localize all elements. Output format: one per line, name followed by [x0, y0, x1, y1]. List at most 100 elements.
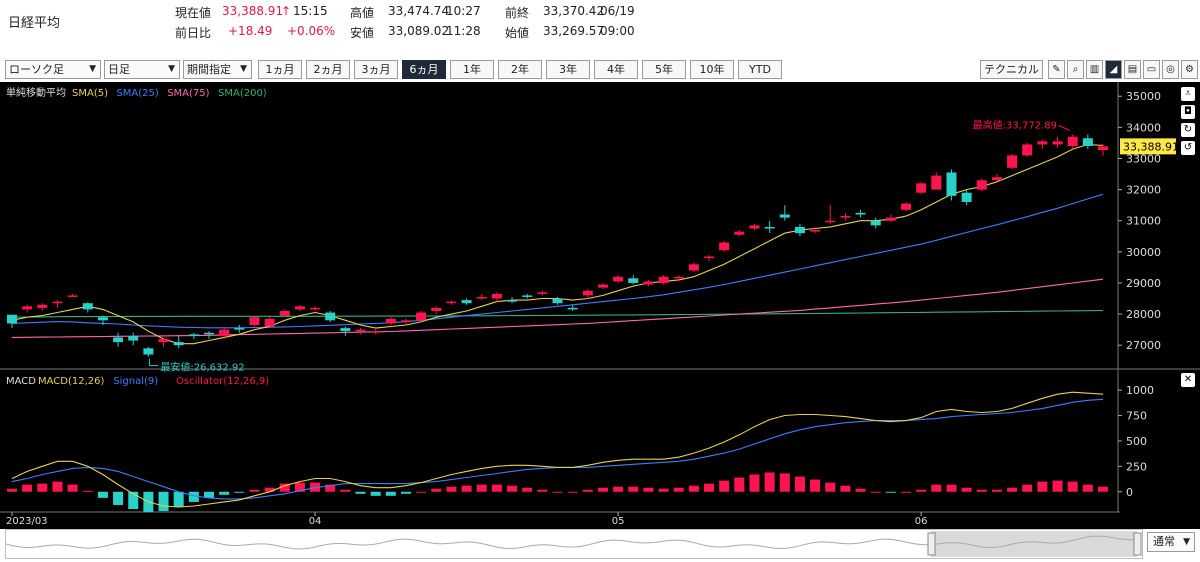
period-3y-button[interactable]: 3年: [546, 60, 590, 79]
oscillator-bar: [779, 473, 790, 492]
chart-type-select[interactable]: ローソク足 ▼: [5, 60, 101, 79]
scale-mode-select[interactable]: 通常 ▼: [1147, 532, 1195, 552]
oscillator-bar: [22, 484, 33, 492]
candle-body: [764, 226, 775, 229]
candle-body: [885, 217, 896, 221]
candle-body: [203, 332, 214, 335]
technical-button[interactable]: テクニカル: [980, 60, 1043, 79]
candle-body: [52, 301, 63, 304]
zoom-icon[interactable]: ⌕: [1067, 60, 1084, 79]
period-ytd-button[interactable]: YTD: [738, 60, 782, 79]
volume-icon[interactable]: ▥: [1086, 60, 1103, 79]
macd-tick-label: 1000: [1126, 384, 1154, 397]
price-tick-label: 34000: [1126, 121, 1161, 134]
candle-body: [1022, 144, 1033, 156]
period-4y-button[interactable]: 4年: [594, 60, 638, 79]
max-price-arrow: [1058, 124, 1070, 131]
redo-icon[interactable]: ↻: [1181, 123, 1195, 137]
candle-body: [370, 331, 381, 333]
print-icon[interactable]: ▤: [1124, 60, 1141, 79]
min-price-label: 最安値:26,632.92: [160, 361, 244, 374]
candle-body: [249, 317, 260, 325]
chart-type-icon[interactable]: ◢: [1105, 60, 1122, 79]
candle-body: [507, 300, 518, 302]
range-select-value: 期間指定: [187, 63, 231, 76]
range-navigator[interactable]: [5, 529, 1143, 559]
macd-legend-entry: Oscillator(12,26,9): [176, 376, 269, 387]
max-price-label: 最高値:33,772.89: [973, 118, 1057, 131]
period-3m-button[interactable]: 3ヵ月: [354, 60, 398, 79]
oscillator-bar: [249, 489, 260, 492]
period-6m-button[interactable]: 6ヵ月: [402, 60, 446, 79]
oscillator-bar: [113, 491, 124, 505]
candle-body: [446, 301, 457, 304]
folder-icon[interactable]: ▭: [1143, 60, 1160, 79]
interval-select[interactable]: 日足 ▼: [104, 60, 180, 79]
oscillator-bar: [719, 480, 730, 492]
macd-tick-label: 500: [1126, 435, 1147, 448]
signal-line: [11, 398, 1104, 500]
pencil-icon[interactable]: ✎: [1048, 60, 1065, 79]
change-percent: +0.06%: [287, 24, 336, 38]
period-2y-button[interactable]: 2年: [498, 60, 542, 79]
sma25-line: [11, 193, 1104, 329]
low-value: 33,089.02: [388, 24, 450, 38]
oscillator-bar: [67, 484, 78, 492]
interval-value: 日足: [108, 63, 130, 76]
period-5y-button[interactable]: 5年: [642, 60, 686, 79]
macd-legend-entry: Signal(9): [113, 376, 158, 387]
oscillator-bar: [597, 487, 608, 492]
oscillator-bar: [416, 491, 427, 493]
settings-icon[interactable]: ⚙: [1181, 60, 1198, 79]
candle-body: [597, 284, 608, 288]
period-2m-button[interactable]: 2ヵ月: [306, 60, 350, 79]
oscillator-bar: [901, 491, 912, 493]
candle-body: [461, 300, 472, 304]
oscillator-bar: [931, 484, 942, 492]
camera-icon[interactable]: ◘: [1181, 105, 1195, 119]
price-tick-label: 28000: [1126, 308, 1161, 321]
collapse-icon[interactable]: ⩡: [1181, 87, 1195, 101]
candle-body: [673, 276, 684, 279]
candle-body: [1067, 136, 1078, 147]
candle-body: [582, 290, 593, 296]
undo-icon[interactable]: ↺: [1181, 141, 1195, 155]
legend-entry: SMA(25): [116, 88, 158, 99]
macd-tick-label: 750: [1126, 410, 1147, 423]
candle-body: [431, 307, 442, 311]
candle-body: [961, 192, 972, 203]
oscillator-bar: [355, 491, 366, 494]
period-1y-button[interactable]: 1年: [450, 60, 494, 79]
close-macd-icon[interactable]: ✕: [1181, 373, 1195, 387]
oscillator-bar: [1037, 481, 1048, 492]
candle-body: [385, 318, 396, 324]
period-10y-button[interactable]: 10年: [690, 60, 734, 79]
globe-icon[interactable]: ◎: [1162, 60, 1179, 79]
oscillator-bar: [976, 489, 987, 492]
candle-body: [704, 256, 715, 259]
candle-body: [1007, 155, 1018, 168]
oscillator-bar: [446, 486, 457, 492]
navigator-line: [5, 535, 1134, 550]
candle-body: [143, 348, 154, 355]
oscillator-bar: [946, 484, 957, 492]
current-value: 33,388.91: [222, 4, 284, 18]
oscillator-bar: [673, 487, 684, 492]
candle-body: [7, 314, 17, 324]
candle-body: [355, 329, 366, 332]
chart-area[interactable]: 27000 28000 29000 30000 31000 32000 33000 34000…: [0, 82, 1200, 529]
oscillator-bar: [1052, 480, 1063, 492]
period-1m-button[interactable]: 1ヵ月: [258, 60, 302, 79]
range-select[interactable]: 期間指定 ▼: [183, 60, 252, 79]
oscillator-bar: [643, 487, 654, 492]
oscillator-bar: [325, 484, 336, 492]
oscillator-bar: [461, 485, 472, 492]
candle-body: [779, 214, 790, 218]
oscillator-bar: [340, 489, 351, 492]
candle-body: [416, 312, 427, 321]
oscillator-bar: [613, 486, 624, 492]
high-label: 高値: [350, 6, 375, 20]
candle-body: [552, 298, 563, 304]
price-chart[interactable]: 27000 28000 29000 30000 31000 32000 33000 34000…: [0, 82, 1200, 529]
index-title: 日経平均: [8, 16, 61, 31]
